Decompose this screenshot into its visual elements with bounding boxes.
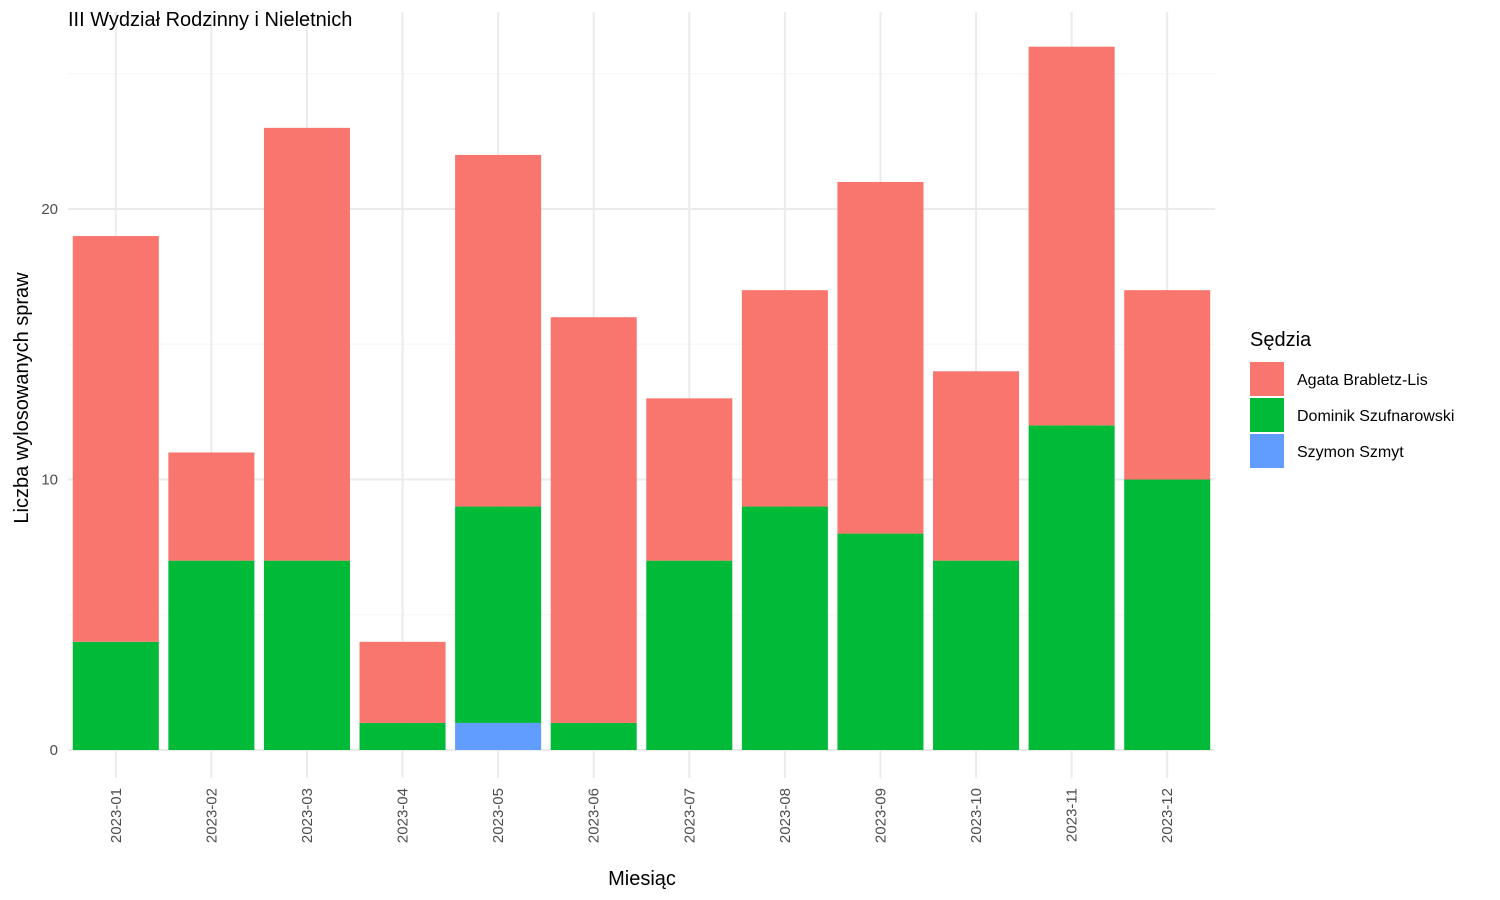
- y-tick-label: 10: [41, 472, 58, 489]
- bar-segment-2023-09-dominik-szufnarowski: [837, 533, 924, 750]
- x-tick-label: 2023-06: [586, 788, 603, 843]
- bar-segment-2023-05-agata-brabletz-lis: [455, 154, 542, 507]
- bar-segment-2023-04-dominik-szufnarowski: [359, 722, 446, 750]
- legend-key: [1250, 362, 1284, 396]
- bar-segment-2023-10-agata-brabletz-lis: [933, 371, 1020, 561]
- bar-segment-2023-09-agata-brabletz-lis: [837, 181, 924, 534]
- x-tick-label: 2023-11: [1064, 788, 1081, 842]
- bar-segment-2023-07-agata-brabletz-lis: [646, 398, 733, 561]
- x-axis-title: Miesiąc: [608, 868, 676, 890]
- bar-segment-2023-01-agata-brabletz-lis: [72, 236, 159, 642]
- bar-segment-2023-07-dominik-szufnarowski: [646, 560, 733, 750]
- bars: [72, 46, 1211, 750]
- x-tick-label: 2023-12: [1159, 788, 1176, 843]
- y-axis-ticks: 0 10 20: [41, 201, 58, 759]
- x-tick-label: 2023-02: [203, 788, 220, 843]
- legend-label: Agata Brabletz-Lis: [1297, 372, 1428, 389]
- x-tick-label: 2023-05: [490, 788, 507, 843]
- chart-title: III Wydział Rodzinny i Nieletnich: [68, 9, 352, 31]
- legend-key: [1250, 398, 1284, 432]
- bar-segment-2023-01-dominik-szufnarowski: [72, 641, 159, 750]
- legend-label: Dominik Szufnarowski: [1297, 408, 1454, 425]
- x-tick-label: 2023-01: [108, 788, 125, 843]
- bar-segment-2023-05-szymon-szmyt: [455, 722, 542, 750]
- x-tick-label: 2023-03: [299, 788, 316, 843]
- x-tick-label: 2023-08: [777, 788, 794, 843]
- bar-segment-2023-02-agata-brabletz-lis: [168, 452, 255, 561]
- legend-key: [1250, 434, 1284, 468]
- y-tick-label: 0: [50, 742, 58, 759]
- legend-title: Sędzia: [1250, 329, 1312, 351]
- y-axis-title: Liczba wylosowanych spraw: [11, 272, 33, 524]
- bar-segment-2023-10-dominik-szufnarowski: [933, 560, 1020, 750]
- bar-segment-2023-12-dominik-szufnarowski: [1124, 479, 1211, 750]
- x-axis-ticks: 2023-01 2023-02 2023-03 2023-04 2023-05 2023-…: [108, 788, 1176, 843]
- x-tick-label: 2023-10: [968, 788, 985, 843]
- bar-segment-2023-08-dominik-szufnarowski: [741, 506, 828, 750]
- x-tick-label: 2023-09: [872, 788, 889, 843]
- bar-segment-2023-08-agata-brabletz-lis: [741, 290, 828, 507]
- legend: Sędzia Agata Brabletz-Lis Dominik Szufnar…: [1250, 329, 1454, 468]
- bar-segment-2023-04-agata-brabletz-lis: [359, 641, 446, 723]
- bar-segment-2023-03-agata-brabletz-lis: [263, 127, 350, 561]
- bar-segment-2023-05-dominik-szufnarowski: [455, 506, 542, 723]
- bar-segment-2023-12-agata-brabletz-lis: [1124, 290, 1211, 480]
- bar-segment-2023-06-dominik-szufnarowski: [550, 722, 637, 750]
- bar-segment-2023-03-dominik-szufnarowski: [263, 560, 350, 750]
- bar-segment-2023-11-dominik-szufnarowski: [1028, 425, 1115, 750]
- y-tick-label: 20: [41, 201, 58, 218]
- bar-segment-2023-06-agata-brabletz-lis: [550, 317, 637, 723]
- bar-segment-2023-02-dominik-szufnarowski: [168, 560, 255, 750]
- x-tick-label: 2023-07: [681, 788, 698, 843]
- bar-segment-2023-11-agata-brabletz-lis: [1028, 46, 1115, 426]
- x-tick-label: 2023-04: [395, 788, 412, 843]
- legend-label: Szymon Szmyt: [1297, 444, 1404, 461]
